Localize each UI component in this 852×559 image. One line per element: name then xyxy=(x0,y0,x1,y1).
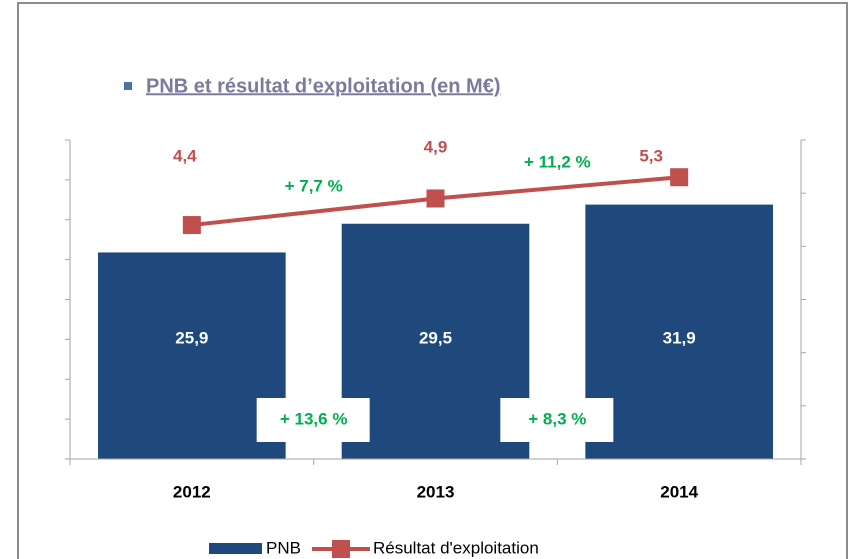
x-tick-label: 2012 xyxy=(173,482,211,501)
line-marker xyxy=(426,189,445,208)
growth-box xyxy=(500,398,614,442)
line-marker xyxy=(182,216,201,235)
legend-swatch xyxy=(209,543,262,554)
title-bullet xyxy=(124,82,132,90)
bar-value-label: 25,9 xyxy=(175,328,208,347)
line-growth-label: + 11,2 % xyxy=(524,152,591,171)
line-value-label: 5,3 xyxy=(639,146,663,165)
legend-label: Résultat d'exploitation xyxy=(373,538,539,557)
bar-growth-label: + 13,6 % xyxy=(280,409,348,428)
line-marker xyxy=(670,168,689,187)
bar xyxy=(585,204,773,459)
bar xyxy=(98,252,286,459)
x-tick-label: 2014 xyxy=(660,482,698,501)
bar-value-label: 31,9 xyxy=(663,328,696,347)
legend-label: PNB xyxy=(266,538,301,557)
bar-growth-label: + 8,3 % xyxy=(528,409,586,428)
bar-value-label: 29,5 xyxy=(419,328,452,347)
line-value-label: 4,4 xyxy=(173,146,197,165)
line-growth-label: + 7,7 % xyxy=(285,176,343,195)
x-tick-label: 2013 xyxy=(417,482,455,501)
growth-box xyxy=(256,398,370,442)
line-value-label: 4,9 xyxy=(424,137,448,156)
bar xyxy=(341,223,530,459)
chart-title: PNB et résultat d’exploitation (en M€) xyxy=(146,75,500,97)
frame xyxy=(17,2,848,559)
legend-marker xyxy=(332,540,350,558)
